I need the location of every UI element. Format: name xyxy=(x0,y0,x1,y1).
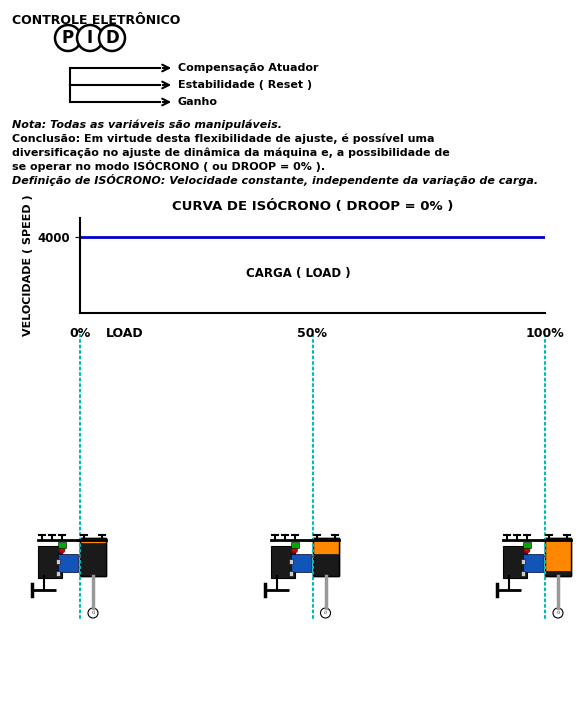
Bar xyxy=(313,538,339,576)
Bar xyxy=(288,559,292,564)
Text: Definição de ISÓCRONO: Velocidade constante, independente da variação de carga.: Definição de ISÓCRONO: Velocidade consta… xyxy=(12,174,538,186)
Bar xyxy=(313,538,339,576)
Text: se operar no modo ISÓCRONO ( ou DROOP = 0% ).: se operar no modo ISÓCRONO ( ou DROOP = … xyxy=(12,160,325,172)
Circle shape xyxy=(88,608,98,618)
Bar xyxy=(291,542,299,548)
Circle shape xyxy=(292,547,298,553)
Bar xyxy=(56,559,60,564)
Bar xyxy=(313,538,339,554)
Circle shape xyxy=(321,608,331,618)
Bar xyxy=(80,538,106,542)
Bar xyxy=(80,538,106,576)
Text: diversificação no ajuste de dinâmica da máquina e, a possibilidade de: diversificação no ajuste de dinâmica da … xyxy=(12,147,450,157)
Text: CARGA ( LOAD ): CARGA ( LOAD ) xyxy=(246,266,351,280)
Bar xyxy=(80,542,106,576)
Bar xyxy=(58,554,78,572)
Bar xyxy=(521,559,525,564)
Bar xyxy=(288,571,292,576)
Text: 50%: 50% xyxy=(298,327,328,340)
Bar xyxy=(503,546,527,578)
Bar xyxy=(58,542,66,548)
Text: 100%: 100% xyxy=(525,327,564,340)
Bar xyxy=(545,538,571,571)
Bar xyxy=(523,542,531,548)
Circle shape xyxy=(55,25,81,51)
Text: o: o xyxy=(556,611,560,615)
Bar xyxy=(521,571,525,576)
Text: Nota: Todas as variáveis são manipuláveis.: Nota: Todas as variáveis são manipulávei… xyxy=(12,120,282,130)
Text: D: D xyxy=(105,29,119,47)
Bar xyxy=(545,538,571,576)
Bar xyxy=(545,571,571,576)
Text: CONTROLE ELETRÔNICO: CONTROLE ELETRÔNICO xyxy=(12,14,180,27)
Bar xyxy=(38,546,62,578)
Circle shape xyxy=(99,25,125,51)
Text: Ganho: Ganho xyxy=(178,97,218,107)
Text: Compensação Atuador: Compensação Atuador xyxy=(178,63,318,73)
Text: I: I xyxy=(87,29,93,47)
Bar xyxy=(523,554,543,572)
Y-axis label: VELOCIDADE ( SPEED ): VELOCIDADE ( SPEED ) xyxy=(23,194,34,336)
Text: o: o xyxy=(91,611,95,615)
Text: Estabilidade ( Reset ): Estabilidade ( Reset ) xyxy=(178,80,312,90)
Bar xyxy=(56,571,60,576)
Text: P: P xyxy=(62,29,74,47)
Text: LOAD: LOAD xyxy=(106,327,144,340)
Bar xyxy=(313,554,339,576)
Bar xyxy=(545,538,571,576)
Bar xyxy=(80,538,106,576)
Text: 0%: 0% xyxy=(70,327,90,340)
Bar xyxy=(270,546,295,578)
Bar xyxy=(291,554,310,572)
Circle shape xyxy=(59,547,65,553)
Title: CURVA DE ISÓCRONO ( DROOP = 0% ): CURVA DE ISÓCRONO ( DROOP = 0% ) xyxy=(172,199,453,213)
Circle shape xyxy=(77,25,103,51)
Circle shape xyxy=(524,547,530,553)
Circle shape xyxy=(553,608,563,618)
Text: Conclusão: Em virtude desta flexibilidade de ajuste, é possível uma: Conclusão: Em virtude desta flexibilidad… xyxy=(12,134,434,144)
Text: o: o xyxy=(324,611,327,615)
